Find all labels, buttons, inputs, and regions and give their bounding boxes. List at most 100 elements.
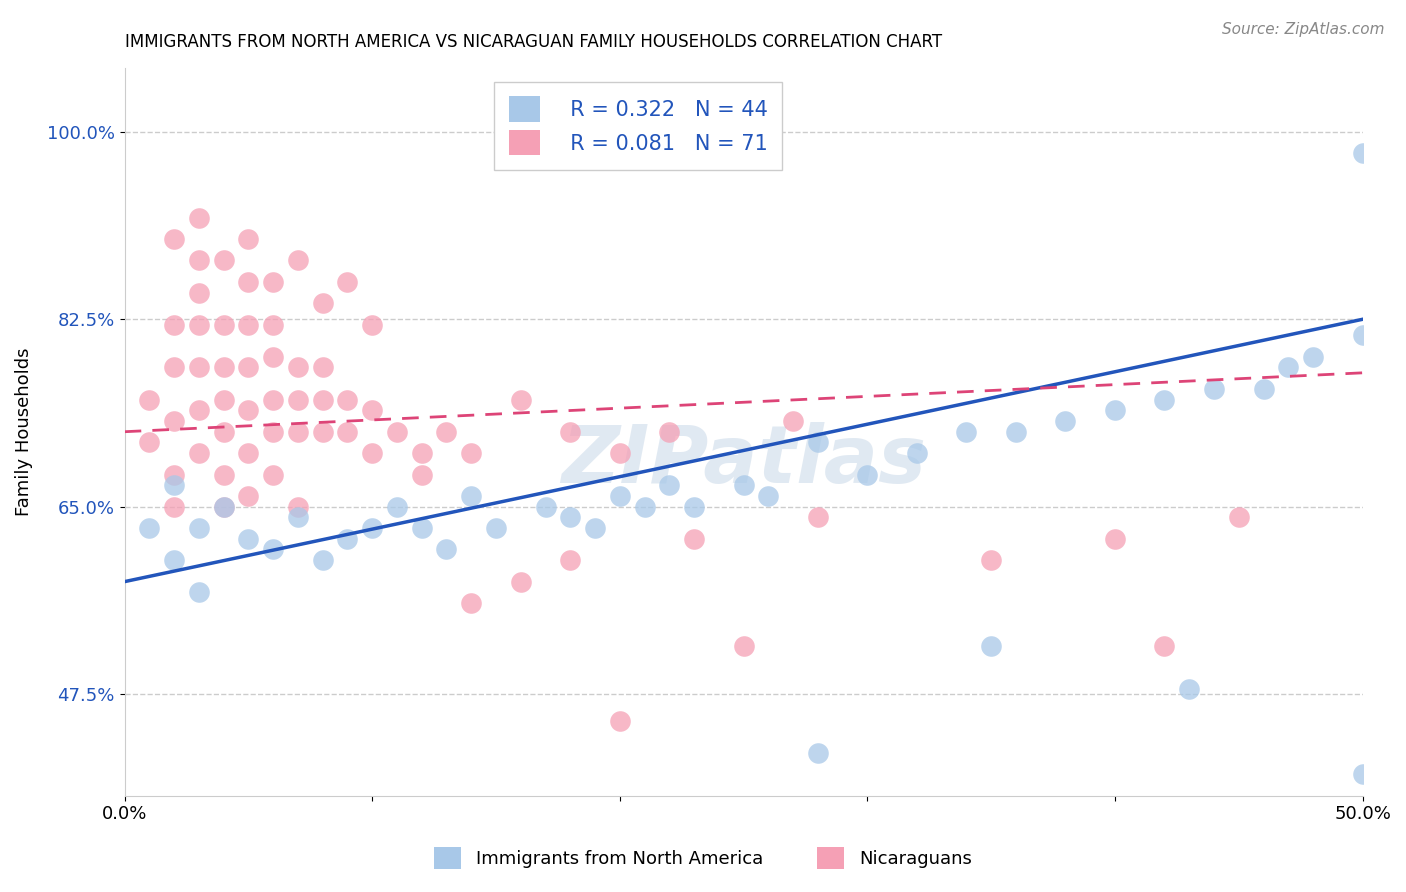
Point	[436, 542, 458, 557]
Point	[312, 553, 335, 567]
Point	[238, 403, 260, 417]
Point	[658, 478, 681, 492]
Point	[560, 425, 582, 439]
Point	[212, 467, 235, 482]
Point	[1302, 350, 1324, 364]
Point	[411, 446, 433, 460]
Point	[212, 360, 235, 375]
Point	[411, 521, 433, 535]
Point	[187, 360, 209, 375]
Point	[633, 500, 655, 514]
Point	[1054, 414, 1077, 428]
Point	[238, 318, 260, 332]
Point	[955, 425, 977, 439]
Point	[361, 446, 384, 460]
Point	[287, 500, 309, 514]
Point	[163, 467, 186, 482]
Point	[262, 425, 284, 439]
Point	[807, 510, 830, 524]
Point	[509, 392, 531, 407]
Point	[262, 542, 284, 557]
Point	[187, 585, 209, 599]
Point	[238, 232, 260, 246]
Point	[385, 425, 408, 439]
Point	[187, 403, 209, 417]
Point	[238, 446, 260, 460]
Legend: Immigrants from North America, Nicaraguans: Immigrants from North America, Nicaragua…	[425, 838, 981, 879]
Point	[163, 232, 186, 246]
Point	[733, 639, 755, 653]
Point	[262, 392, 284, 407]
Point	[560, 553, 582, 567]
Point	[212, 425, 235, 439]
Point	[609, 714, 631, 728]
Point	[756, 489, 779, 503]
Point	[1005, 425, 1028, 439]
Point	[287, 253, 309, 268]
Point	[163, 553, 186, 567]
Point	[1153, 392, 1175, 407]
Point	[312, 392, 335, 407]
Point	[187, 211, 209, 225]
Point	[187, 446, 209, 460]
Legend:   R = 0.322   N = 44,   R = 0.081   N = 71: R = 0.322 N = 44, R = 0.081 N = 71	[494, 82, 782, 170]
Point	[336, 392, 359, 407]
Point	[460, 489, 482, 503]
Point	[287, 392, 309, 407]
Point	[138, 435, 160, 450]
Point	[138, 521, 160, 535]
Point	[262, 275, 284, 289]
Point	[683, 500, 706, 514]
Point	[287, 425, 309, 439]
Point	[212, 318, 235, 332]
Point	[485, 521, 508, 535]
Point	[336, 532, 359, 546]
Point	[1253, 382, 1275, 396]
Point	[856, 467, 879, 482]
Point	[212, 253, 235, 268]
Point	[560, 510, 582, 524]
Point	[534, 500, 557, 514]
Point	[385, 500, 408, 514]
Point	[683, 532, 706, 546]
Point	[212, 500, 235, 514]
Point	[262, 318, 284, 332]
Point	[609, 446, 631, 460]
Point	[163, 500, 186, 514]
Point	[905, 446, 928, 460]
Point	[733, 478, 755, 492]
Point	[460, 446, 482, 460]
Point	[782, 414, 804, 428]
Point	[336, 425, 359, 439]
Point	[163, 318, 186, 332]
Point	[980, 639, 1002, 653]
Point	[1351, 328, 1374, 343]
Point	[583, 521, 606, 535]
Text: ZIPatlas: ZIPatlas	[561, 422, 927, 500]
Point	[807, 435, 830, 450]
Point	[1178, 681, 1201, 696]
Point	[1104, 532, 1126, 546]
Point	[312, 296, 335, 310]
Point	[361, 521, 384, 535]
Point	[138, 392, 160, 407]
Point	[1153, 639, 1175, 653]
Point	[312, 360, 335, 375]
Point	[187, 285, 209, 300]
Point	[287, 360, 309, 375]
Point	[238, 489, 260, 503]
Point	[411, 467, 433, 482]
Point	[460, 596, 482, 610]
Point	[1351, 146, 1374, 161]
Point	[336, 275, 359, 289]
Point	[238, 275, 260, 289]
Y-axis label: Family Households: Family Households	[15, 348, 32, 516]
Point	[361, 318, 384, 332]
Point	[238, 360, 260, 375]
Point	[163, 360, 186, 375]
Text: IMMIGRANTS FROM NORTH AMERICA VS NICARAGUAN FAMILY HOUSEHOLDS CORRELATION CHART: IMMIGRANTS FROM NORTH AMERICA VS NICARAG…	[125, 33, 942, 51]
Point	[287, 510, 309, 524]
Point	[1227, 510, 1250, 524]
Point	[163, 478, 186, 492]
Point	[262, 350, 284, 364]
